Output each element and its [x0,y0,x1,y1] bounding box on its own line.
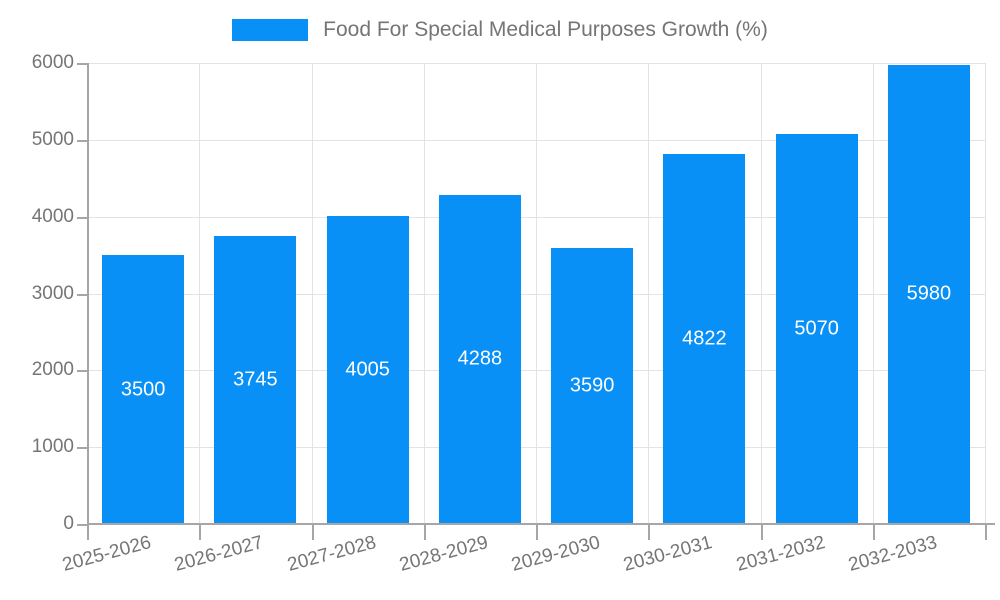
bar: 5980 [887,64,970,524]
y-axis-tick-label: 3000 [31,282,74,304]
bar-value-label: 3745 [233,368,278,391]
y-axis-tick-mark [77,216,87,219]
bar: 3745 [214,236,297,524]
y-axis-tick-mark [77,524,87,526]
bar: 3590 [551,248,634,524]
x-axis-line [87,523,995,525]
x-gridline [311,63,313,524]
y-axis-tick-label: 6000 [31,52,74,73]
y-axis-tick-label: 0 [63,513,74,534]
legend-label: Food For Special Medical Purposes Growth… [323,18,768,41]
bar-value-label: 4822 [682,327,727,350]
x-axis-tick-mark [985,524,987,540]
x-axis-tick-mark [872,524,875,540]
bar-value-label: 3500 [120,378,166,401]
x-gridline [536,63,537,524]
y-axis-line [87,63,89,540]
y-axis-tick-mark [77,370,87,373]
x-axis-tick-mark [536,524,538,540]
y-axis-tick-label: 4000 [31,205,74,227]
bar: 4005 [326,216,409,524]
y-axis-tick-mark [77,63,87,65]
bar: 4288 [438,194,521,524]
bar-value-label: 5070 [794,317,839,340]
y-axis-tick-mark [77,139,87,142]
bar-value-label: 5980 [906,282,952,305]
x-gridline [985,63,986,524]
x-axis-tick-mark [311,524,314,540]
y-axis-tick-label: 2000 [31,359,74,381]
x-gridline [648,63,650,524]
x-gridline [872,63,874,524]
y-axis-tick-label: 1000 [31,436,74,458]
legend-item[interactable]: Food For Special Medical Purposes Growth… [0,18,1000,42]
x-gridline [760,63,762,524]
bar-value-label: 4005 [345,358,390,381]
x-axis-tick-mark [760,524,763,540]
x-axis-tick-mark [423,524,426,540]
x-axis-tick-mark [87,524,89,540]
bar: 5070 [775,134,858,524]
x-gridline [199,63,201,524]
legend-color-swatch [232,19,309,41]
y-axis-tick-mark [77,447,87,450]
bar: 4822 [663,153,746,524]
x-gridline [423,63,425,524]
y-axis-tick-mark [77,293,87,296]
x-axis-tick-mark [648,524,651,540]
x-axis-tick-mark [199,524,202,540]
y-axis-tick-label: 5000 [31,128,74,150]
bar-value-label: 3590 [569,374,615,397]
bar: 3500 [102,255,185,524]
bar-value-label: 4288 [457,347,503,370]
plot-area: 3500 3745 4005 4288 3590 4822 5070 5980 [87,63,986,524]
